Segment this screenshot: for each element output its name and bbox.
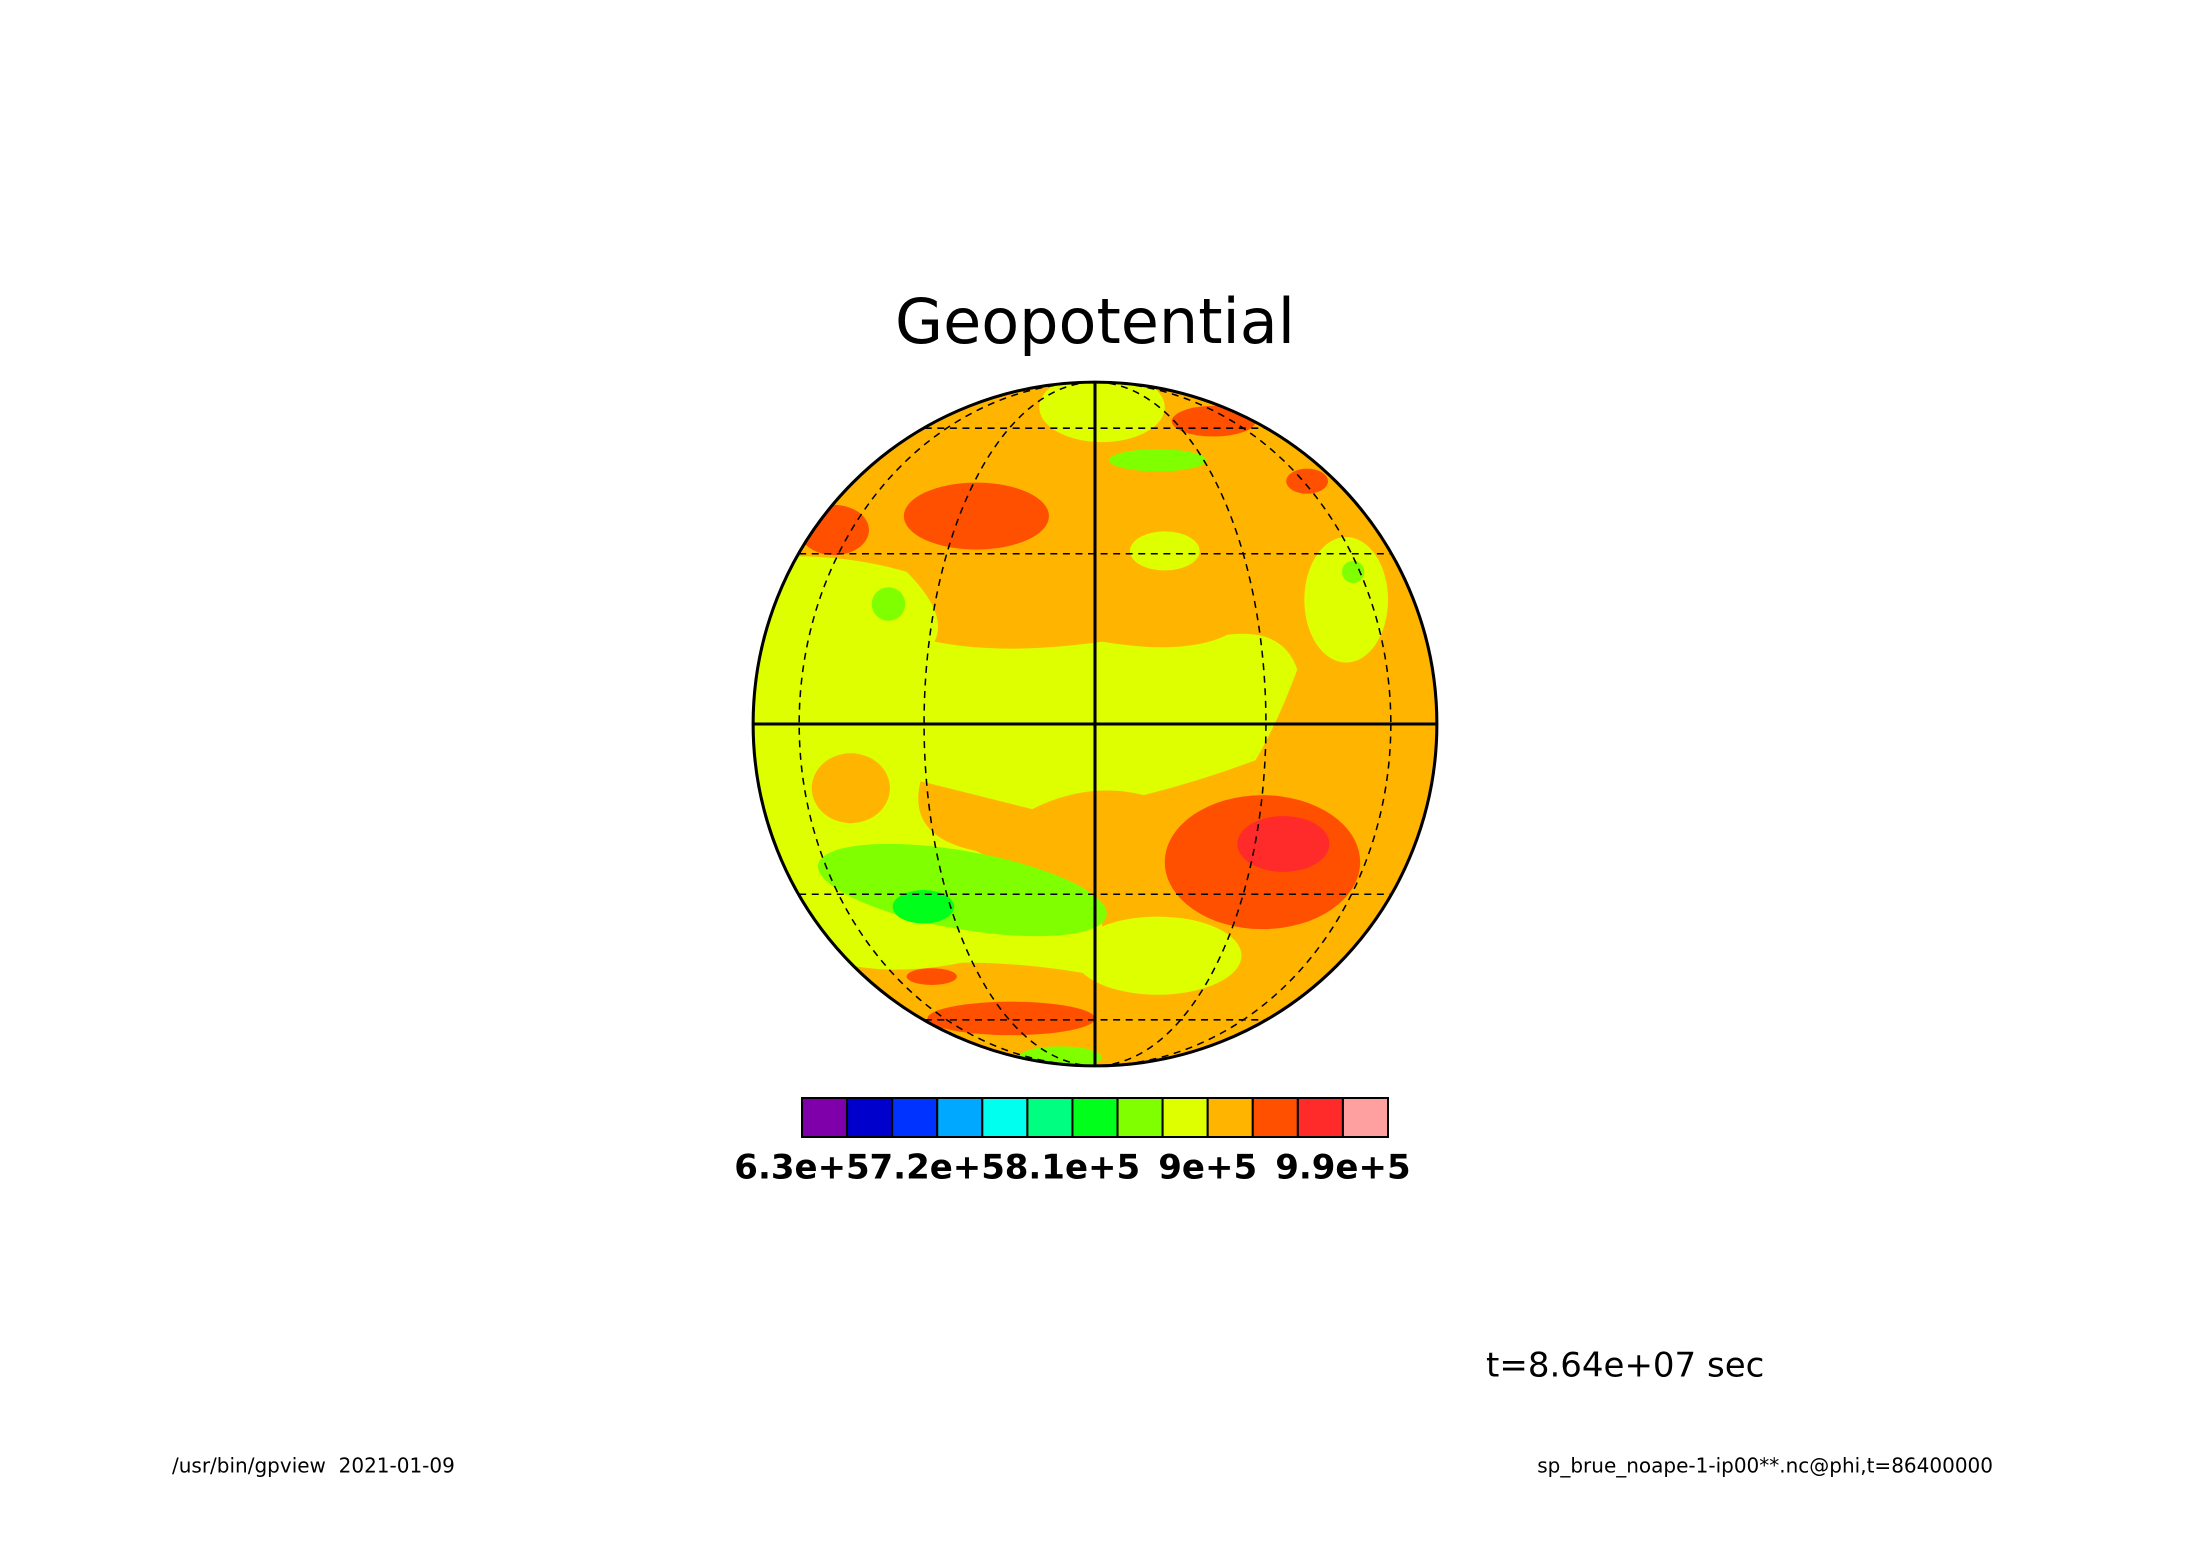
color-box [891,1097,939,1138]
footer-left: /usr/bin/gpview 2021-01-09 [172,1454,455,1478]
color-box [846,1097,894,1138]
color-box [1206,1097,1254,1138]
time-label: t=8.64e+07 sec [1486,1346,1764,1386]
footer-right: sp_brue_noape-1-ip00**.nc@phi,t=86400000 [1537,1454,1993,1478]
color-box [1161,1097,1209,1138]
color-box [1251,1097,1299,1138]
color-box [1341,1097,1390,1138]
colorbar-tick-label: 7.2e+5 [870,1148,1005,1188]
colorbar: 6.3e+5 7.2e+5 8.1e+5 9e+5 9.9e+5 [734,1097,1411,1188]
color-box [1116,1097,1164,1138]
color-box [936,1097,984,1138]
chart-title: Geopotential [895,285,1295,358]
colorbar-tick-label: 9.9e+5 [1275,1148,1410,1188]
colorbar-tick-label: 8.1e+5 [1005,1148,1140,1188]
color-box [1296,1097,1344,1138]
color-box [981,1097,1029,1138]
globe [751,380,1439,1068]
colorbar-tick-label: 9e+5 [1158,1148,1257,1188]
colorbar-tick-label: 6.3e+5 [734,1148,869,1188]
color-box [1026,1097,1074,1138]
color-box [801,1097,849,1138]
color-box [1071,1097,1119,1138]
globe-frame [751,380,1439,1068]
